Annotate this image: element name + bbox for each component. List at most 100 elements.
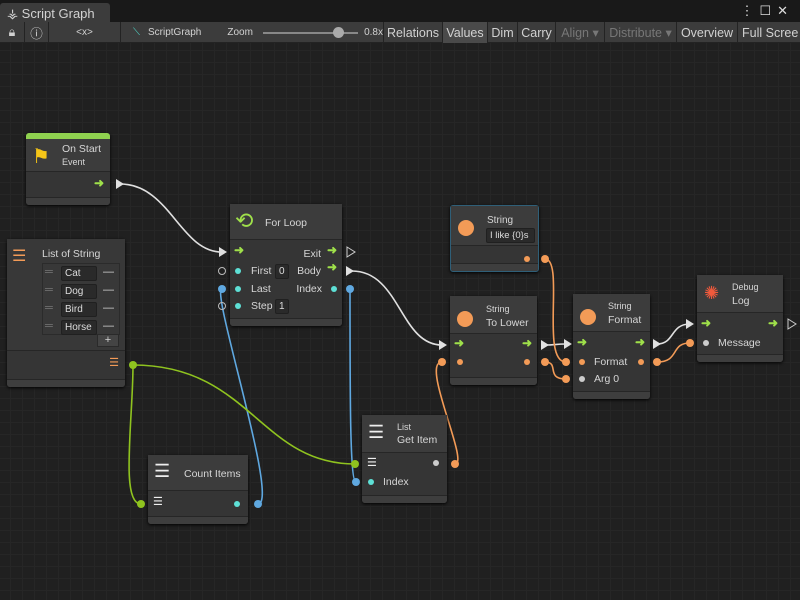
item-field[interactable]: Horse	[61, 320, 97, 335]
full-screen-button[interactable]: Full Scree	[738, 22, 800, 43]
port-dot	[368, 479, 374, 485]
flow-out-icon: ➜	[521, 336, 532, 350]
count-icon: ☰	[154, 461, 171, 481]
info-icon[interactable]: ⓘ	[25, 22, 49, 43]
port-dot	[579, 359, 585, 365]
add-item-button[interactable]: +	[97, 334, 119, 347]
node-title: To Lower	[486, 317, 529, 329]
overview-button[interactable]: Overview	[677, 22, 738, 43]
port-dot	[524, 256, 530, 262]
list-items: ═ Cat — ═ Dog — ═ Bird — ═ Horse —	[42, 263, 120, 335]
variables-button[interactable]: <x>	[49, 22, 121, 43]
node-list-of-string[interactable]: ☰ List of String ═ Cat — ═ Dog — ═ Bird — ═ Hor…	[7, 239, 125, 387]
node-count-items[interactable]: ☰ Count Items ☰	[148, 455, 248, 524]
port-dot	[703, 340, 709, 346]
remove-item-button[interactable]: —	[103, 266, 114, 278]
node-category: String	[486, 304, 510, 314]
node-category: Debug	[732, 282, 759, 292]
list-in-icon: ☰	[153, 496, 163, 508]
port-dot	[433, 460, 439, 466]
string-icon	[457, 311, 473, 327]
dim-button[interactable]: Dim	[488, 22, 518, 43]
flow-out-icon: ➜	[634, 335, 645, 349]
step-field[interactable]: 1	[275, 299, 289, 314]
zoom-slider[interactable]	[262, 26, 359, 38]
port-dot	[457, 359, 463, 365]
node-get-item[interactable]: ☰ List Get Item ☰ Index	[362, 415, 447, 503]
align-dropdown[interactable]: Align ▾	[556, 22, 605, 43]
flag-icon: ⚑	[32, 146, 50, 168]
hierarchy-icon: ⚶	[7, 6, 22, 21]
node-title: For Loop	[265, 217, 308, 229]
list-item: ═ Horse —	[45, 320, 114, 335]
values-button[interactable]: Values	[443, 22, 488, 43]
string-icon	[458, 220, 474, 236]
node-title: String	[487, 215, 514, 226]
node-for-loop[interactable]: ⟲ For Loop ➜ Exit ➜ First 0 Body ➜ Last …	[230, 204, 342, 326]
list-item: ═ Cat —	[45, 266, 114, 281]
zoom-slider-handle[interactable]	[332, 26, 344, 38]
node-title: On Start	[62, 143, 102, 155]
close-icon[interactable]: ✕	[777, 3, 794, 18]
item-field[interactable]: Bird	[61, 302, 97, 317]
kebab-icon[interactable]: ⋮	[740, 3, 760, 18]
title-bar: ⚶ Script Graph ⋮☐✕	[0, 0, 800, 22]
node-on-start[interactable]: ⚑ On Start Event ➜	[26, 133, 110, 205]
port-dot	[638, 359, 644, 365]
port-dot	[331, 286, 337, 292]
tab-script-graph[interactable]: ⚶ Script Graph	[0, 3, 110, 22]
remove-item-button[interactable]: —	[103, 302, 114, 314]
bug-icon: ✺	[704, 283, 720, 303]
flow-out-icon: ➜	[326, 260, 337, 274]
node-category: String	[608, 301, 632, 311]
item-field[interactable]: Cat	[61, 266, 97, 281]
node-to-lower[interactable]: String To Lower ➜ ➜	[450, 296, 537, 385]
zoom-label: Zoom	[227, 27, 253, 38]
list-out-icon: ☰	[109, 357, 119, 369]
zoom-value: 0.8x	[364, 27, 383, 38]
flow-in-icon: ➜	[454, 336, 465, 350]
node-category: List	[397, 422, 412, 432]
node-string-literal[interactable]: String I like {0}s	[450, 205, 539, 272]
flow-in-icon: ➜	[577, 335, 588, 349]
node-debug-log[interactable]: ✺ Debug Log ➜ ➜ Message	[697, 275, 783, 362]
remove-item-button[interactable]: —	[103, 284, 114, 296]
port-dot	[579, 376, 585, 382]
list-item: ═ Bird —	[45, 302, 114, 317]
index-port-label: Index	[383, 476, 409, 488]
node-title: Count Items	[184, 468, 241, 480]
node-subtitle: Event	[62, 157, 86, 167]
string-icon	[580, 309, 596, 325]
port-dot	[235, 303, 241, 309]
last-port-label: Last	[251, 283, 271, 295]
flow-out-icon: ➜	[93, 176, 104, 190]
port-dot	[234, 501, 240, 507]
maximize-icon[interactable]: ☐	[759, 3, 778, 18]
list-icon: ☰	[368, 422, 385, 442]
carry-button[interactable]: Carry	[518, 22, 556, 43]
graph-name[interactable]: ScriptGraph	[148, 27, 202, 38]
port-dot	[235, 268, 241, 274]
flow-out-icon: ➜	[767, 316, 778, 330]
tab-title: Script Graph	[21, 6, 95, 21]
toolbar: 🔒︎ ⓘ <x> ⟍ ScriptGraph Zoom 0.8x Relatio…	[0, 22, 800, 43]
port-dot	[235, 286, 241, 292]
list-icon: ☰	[12, 248, 27, 265]
distribute-dropdown[interactable]: Distribute ▾	[605, 22, 677, 43]
item-field[interactable]: Dog	[61, 284, 97, 299]
first-port-label: First	[251, 265, 272, 277]
string-value-field[interactable]: I like {0}s	[486, 228, 535, 243]
flow-in-icon: ➜	[701, 316, 712, 330]
step-port-label: Step	[251, 300, 273, 312]
list-item: ═ Dog —	[45, 284, 114, 299]
remove-item-button[interactable]: —	[103, 320, 114, 332]
flow-in-icon: ➜	[234, 243, 245, 257]
port-dot	[524, 359, 530, 365]
exit-port-label: Exit	[303, 248, 321, 260]
first-field[interactable]: 0	[275, 264, 289, 279]
lock-icon[interactable]: 🔒︎	[0, 22, 25, 43]
flow-out-icon: ➜	[326, 243, 337, 257]
node-string-format[interactable]: String Format ➜ ➜ Format Arg 0	[573, 294, 650, 399]
loop-icon: ⟲	[235, 208, 254, 233]
relations-button[interactable]: Relations	[384, 22, 443, 43]
